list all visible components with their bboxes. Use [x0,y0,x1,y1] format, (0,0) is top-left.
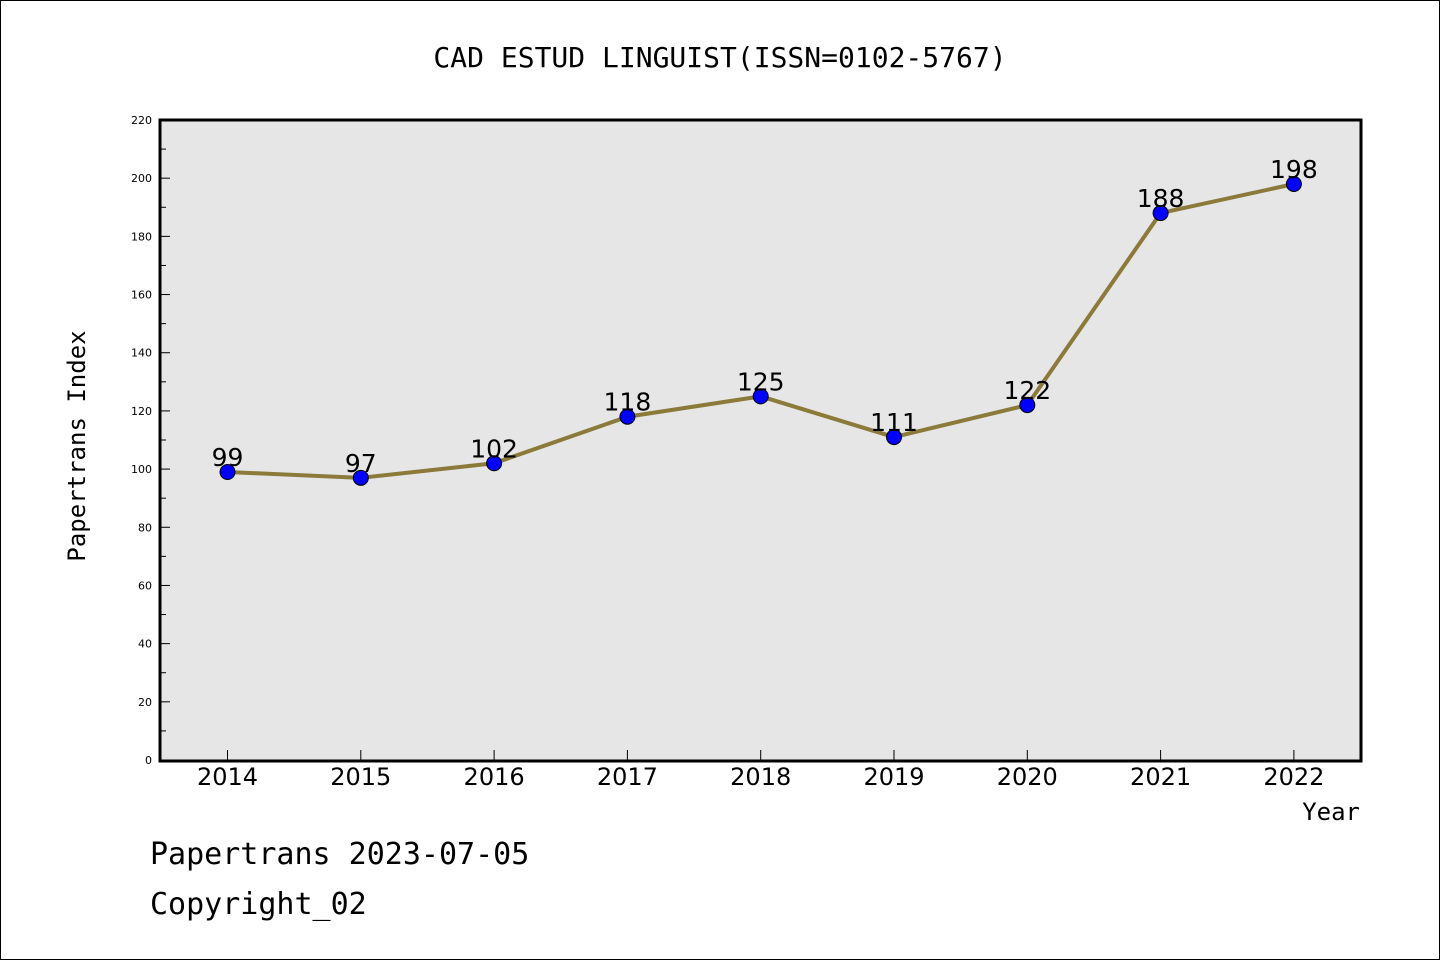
y-axis: 0 20 40 60 80 100 120 140 160 180 200 220 [131,114,170,767]
data-point [1285,176,1302,192]
data-point [352,469,369,486]
y-axis-label: Papertrans Index [63,330,91,561]
y-tick-label: 120 [131,405,152,418]
data-label: 125 [737,367,785,396]
chart-title: CAD ESTUD LINGUIST(ISSN=0102-5767) [433,41,1006,74]
y-tick-label: 160 [131,289,152,302]
y-tick-label: 100 [131,463,152,476]
data-point [619,408,636,425]
data-label: 99 [212,443,244,472]
data-point [752,388,769,405]
x-tick-label: 2020 [997,763,1058,791]
x-axis-label: Year [1302,798,1360,826]
series-line: 99 97 102 118 125 111 122 188 198 [212,155,1318,486]
data-point [486,455,503,472]
y-tick-label: 20 [138,696,152,709]
data-label: 111 [870,408,918,437]
y-tick-label: 140 [131,347,152,360]
data-point [886,429,902,446]
x-tick-label: 2018 [730,763,791,791]
data-point [219,464,236,480]
x-tick-label: 2015 [330,763,391,791]
data-point [1152,205,1169,222]
x-tick-label: 2021 [1130,763,1191,791]
y-tick-label: 60 [138,579,152,592]
data-label: 188 [1137,184,1185,213]
x-tick-label: 2014 [197,763,258,791]
y-tick-label: 40 [138,638,152,651]
y-tick-label: 80 [138,521,152,534]
y-tick-label: 220 [131,114,152,127]
x-tick-label: 2022 [1263,763,1324,791]
data-label: 97 [345,449,377,478]
y-tick-label: 200 [131,172,152,185]
footer-copyright: Copyright_02 [150,887,367,922]
y-tick-label: 0 [145,754,152,767]
footer-date: Papertrans 2023-07-05 [150,837,529,872]
x-tick-label: 2016 [464,763,525,791]
data-label: 198 [1270,155,1318,184]
plot-area [158,118,1363,763]
data-point [1019,397,1036,414]
data-label: 102 [470,434,518,463]
x-axis: 2014 2015 2016 2017 2018 2019 2020 2021 2022 [197,750,1324,791]
y-tick-label: 180 [131,230,152,243]
x-tick-label: 2017 [597,763,658,791]
data-label: 118 [604,388,652,417]
x-tick-label: 2019 [863,763,924,791]
data-label: 122 [1003,376,1051,405]
